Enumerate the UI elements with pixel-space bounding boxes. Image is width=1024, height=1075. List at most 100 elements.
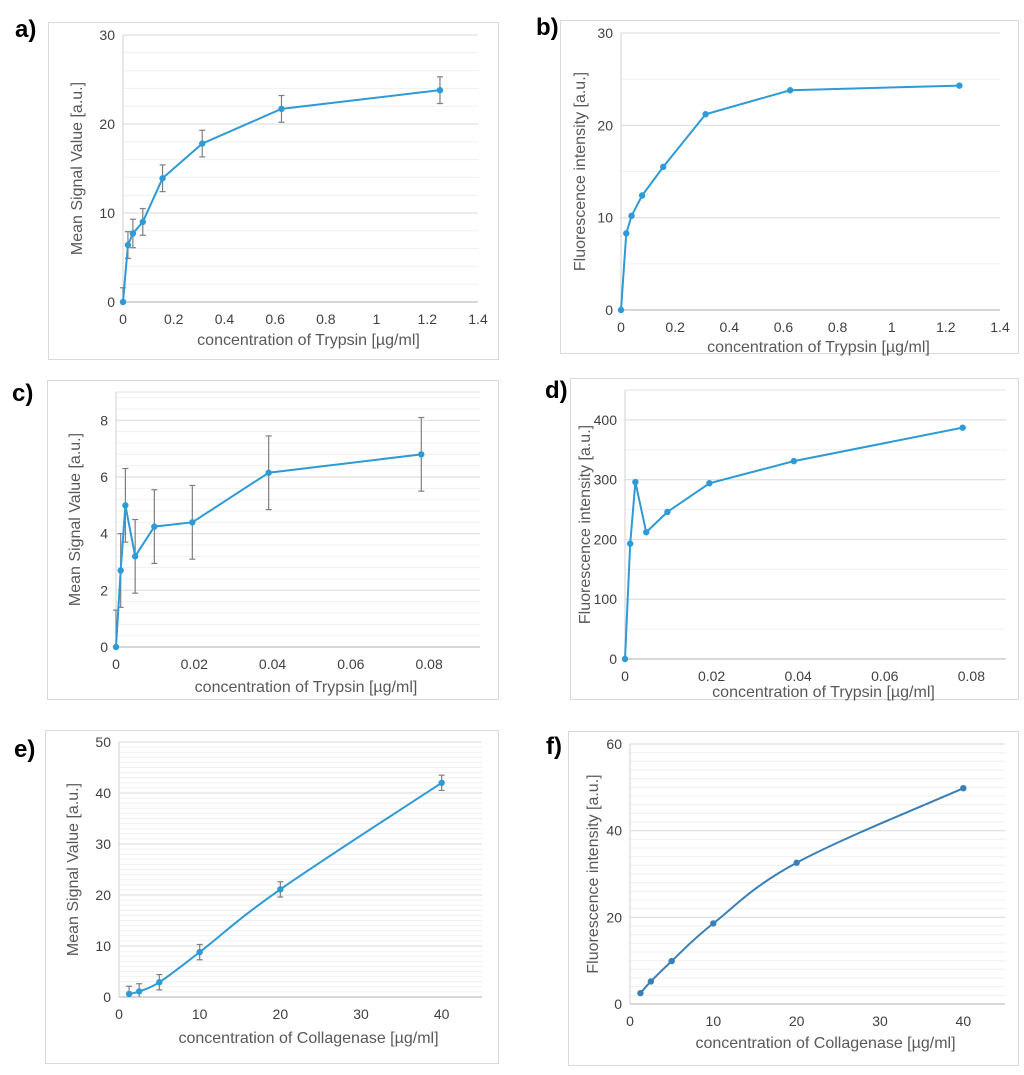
y-tick-label: 8 (100, 412, 108, 428)
x-tick-label: 0 (621, 668, 629, 684)
y-tick-label: 0 (605, 302, 613, 318)
data-point (956, 82, 963, 89)
data-point (647, 978, 655, 985)
data-point (637, 989, 644, 997)
data-point (129, 230, 137, 237)
data-point (959, 424, 966, 431)
chart-b: 0 10 20 30 0 0.2 0.4 0.6 0.8 1 1.2 1.4 concentration… (572, 25, 1010, 356)
data-point (151, 523, 158, 530)
data-point (664, 508, 671, 516)
x-tick-label: 0.02 (698, 668, 725, 684)
data-point (617, 306, 625, 314)
x-tick-label: 0.2 (164, 311, 184, 327)
y-tick-label: 0 (107, 294, 115, 310)
data-point (112, 643, 120, 651)
y-tick-label: 30 (99, 27, 115, 43)
data-point (278, 105, 285, 113)
x-tick-label: 40 (956, 1013, 972, 1029)
x-tick-label: 40 (434, 1006, 450, 1022)
data-point (638, 192, 646, 199)
data-point (623, 230, 630, 237)
data-point (793, 859, 800, 866)
y-tick-label: 300 (594, 472, 618, 488)
x-tick-label: 0 (115, 1006, 123, 1022)
data-point (196, 948, 203, 956)
panel-a-label: a) (15, 16, 37, 43)
x-axis-title: concentration of Trypsin [µg/ml] (197, 332, 420, 349)
x-tick-label: 20 (273, 1006, 289, 1022)
y-tick-label: 4 (100, 526, 108, 542)
data-point (786, 87, 794, 94)
panel-e-label: e) (14, 736, 36, 763)
x-axis-title: concentration of Trypsin [µg/ml] (712, 684, 935, 701)
y-tick-label: 200 (594, 531, 618, 547)
series-line (115, 453, 422, 648)
chart-e: 0 10 20 30 40 50 0 10 20 30 40 concentration of Col… (65, 734, 482, 1047)
x-tick-label: 0.6 (265, 311, 285, 327)
x-tick-label: 30 (872, 1013, 888, 1029)
x-tick-label: 1.4 (990, 319, 1010, 335)
y-tick-label: 20 (95, 887, 111, 903)
y-axis-title: Mean Signal Value [a.u.] (69, 82, 86, 255)
data-point (135, 988, 143, 995)
x-tick-label: 0.6 (774, 319, 794, 335)
panel-d-label: d) (545, 377, 568, 404)
y-tick-label: 20 (99, 116, 115, 132)
series-line (128, 781, 443, 995)
data-point (156, 979, 163, 986)
x-tick-label: 0.06 (337, 656, 364, 672)
x-tick-label: 0 (617, 319, 625, 335)
data-point (277, 886, 284, 893)
data-point (668, 957, 675, 965)
data-point (131, 553, 139, 560)
chart-c: 0 2 4 6 8 0 0.02 0.04 0.06 0.08 concentration of T… (67, 391, 480, 696)
series-line (620, 84, 960, 311)
y-tick-label: 0 (103, 989, 111, 1005)
y-tick-label: 30 (597, 25, 613, 41)
data-point (119, 298, 127, 306)
x-tick-label: 1.2 (936, 319, 956, 335)
y-tick-label: 6 (100, 469, 108, 485)
y-tick-label: 50 (95, 734, 111, 750)
x-axis-title: concentration of Collagenase [µg/ml] (695, 1035, 955, 1052)
y-tick-label: 2 (100, 582, 108, 598)
x-tick-label: 0 (626, 1013, 634, 1029)
series-line (624, 426, 963, 660)
x-tick-label: 1 (888, 319, 896, 335)
data-point (621, 655, 629, 663)
y-tick-label: 30 (95, 836, 111, 852)
data-point (189, 519, 196, 526)
data-point (418, 451, 425, 458)
data-point (122, 502, 129, 509)
data-point (436, 86, 444, 94)
chart-d: 0 100 200 300 400 0 0.02 0.04 0.06 0.08 concentrat… (577, 389, 1006, 701)
data-point (265, 469, 272, 476)
data-point (124, 241, 132, 249)
x-tick-label: 0.08 (415, 656, 442, 672)
panel-b-frame (560, 20, 1019, 354)
x-axis-title: concentration of Collagenase [µg/ml] (178, 1030, 438, 1047)
x-tick-label: 10 (706, 1013, 722, 1029)
chart-a: 0 10 20 30 0 0.2 0.4 0.6 0.8 1 1.2 1.4 concentration… (69, 27, 488, 349)
y-tick-label: 20 (597, 117, 613, 133)
data-point (159, 175, 166, 182)
x-tick-label: 0.02 (181, 656, 208, 672)
y-tick-label: 40 (95, 785, 111, 801)
series-line (639, 787, 964, 994)
data-point (632, 478, 639, 486)
x-axis-title: concentration of Trypsin [µg/ml] (707, 339, 930, 356)
y-tick-label: 20 (606, 909, 622, 925)
panel-f-label: f) (546, 733, 562, 760)
x-tick-label: 0.2 (665, 319, 685, 335)
y-tick-label: 0 (609, 651, 617, 667)
x-axis-title: concentration of Trypsin [µg/ml] (195, 679, 418, 696)
panel-b-label: b) (536, 14, 559, 41)
data-point (706, 480, 713, 487)
panel-c-label: c) (12, 380, 34, 407)
y-tick-label: 40 (606, 823, 622, 839)
data-point (960, 785, 967, 792)
data-point (199, 140, 206, 147)
panel-e-frame (45, 730, 499, 1064)
y-axis-title: Fluorescence intensity [a.u.] (572, 72, 589, 271)
